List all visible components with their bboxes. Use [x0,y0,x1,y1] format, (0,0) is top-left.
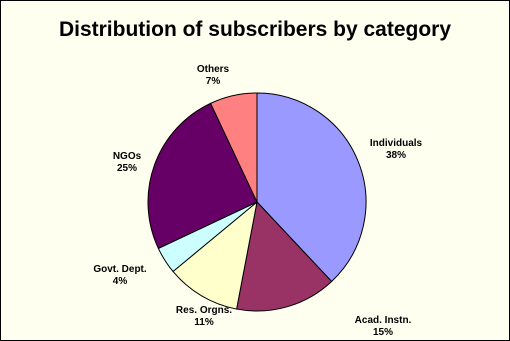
slice-label-percent: 7% [206,76,221,87]
pie-slice-individuals [256,92,367,283]
slice-label-percent: 25% [117,163,137,174]
slice-label-name: Individuals [370,138,423,149]
pie-slice-acad-instn [235,200,333,312]
slice-label-percent: 4% [113,276,128,287]
slice-label-name: Others [197,64,230,75]
pie-slice-res-orgns [172,200,258,310]
slice-label: Acad. Instn. 15% [355,315,412,338]
slice-label: Res. Orgns. 11% [176,305,232,328]
slice-label-name: NGOs [113,151,142,162]
pie-slice-ngos [147,102,258,250]
slice-label-name: Res. Orgns. [176,305,232,316]
pie-slice-others [209,92,258,203]
chart-title: Distribution of subscribers by category [58,18,452,41]
slice-label: NGOs 25% [113,151,142,174]
slice-label-name: Govt. Dept. [93,264,147,275]
slice-label-percent: 15% [373,327,393,338]
slice-label: Others 7% [197,64,230,87]
pie-slices [147,92,367,312]
slice-label-percent: 11% [194,317,214,328]
slice-label: Govt. Dept. 4% [93,264,147,287]
slice-label: Individuals 38% [370,138,423,161]
pie-labels: Individuals 38% Acad. Instn. 15% Res. Orgns.… [93,64,422,338]
slice-label-name: Acad. Instn. [355,315,412,326]
slice-label-percent: 38% [386,150,406,161]
